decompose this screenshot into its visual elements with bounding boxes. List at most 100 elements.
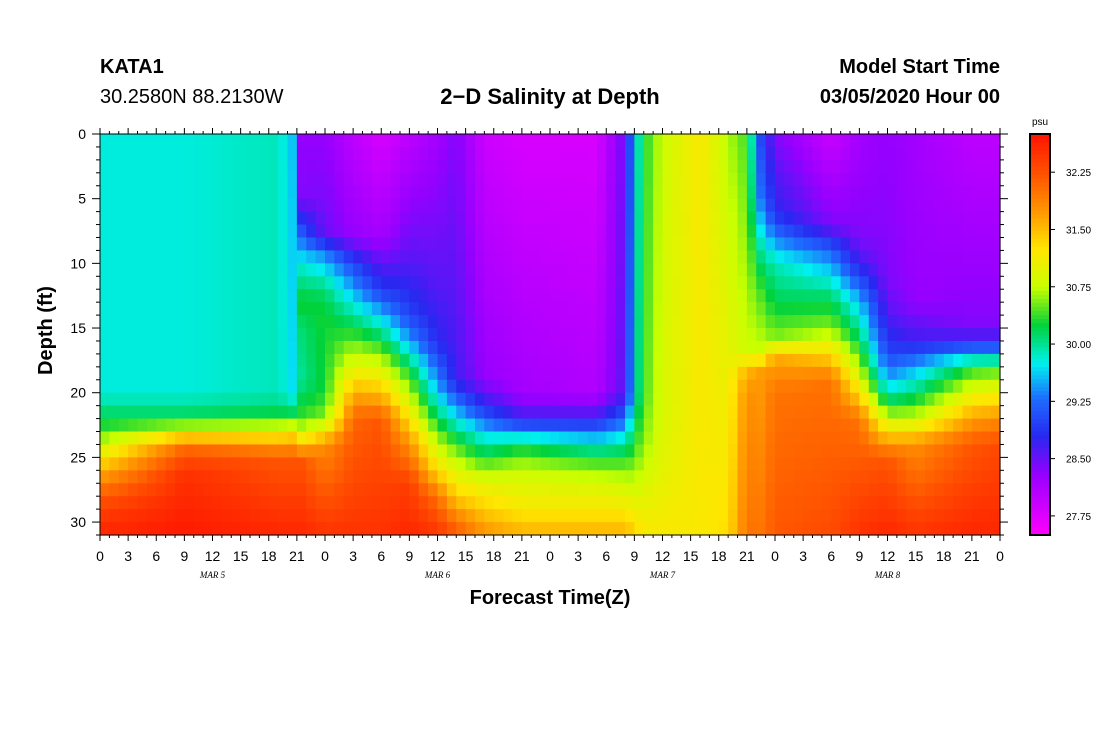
heatmap-cell [315, 340, 326, 355]
heatmap-cell [315, 457, 326, 471]
heatmap-cell [465, 276, 476, 290]
colorbar-segment [1030, 342, 1050, 348]
heatmap-cell [746, 379, 757, 394]
heatmap-cell [278, 263, 289, 277]
heatmap-cell [521, 353, 532, 368]
heatmap-cell [896, 185, 907, 200]
heatmap-cell [793, 276, 804, 290]
heatmap-cell [596, 496, 607, 510]
heatmap-cell [484, 379, 495, 394]
heatmap-cell [793, 237, 804, 252]
heatmap-cell [371, 509, 382, 523]
heatmap-cell [456, 379, 467, 394]
heatmap-cell [512, 392, 523, 407]
heatmap-cell [390, 457, 401, 471]
heatmap-cell [906, 250, 917, 264]
heatmap-cell [850, 224, 860, 239]
heatmap-cell [343, 250, 354, 264]
heatmap-cell [156, 392, 167, 407]
heatmap-cell [803, 353, 814, 368]
heatmap-cell [981, 211, 992, 226]
heatmap-cell [231, 431, 242, 446]
heatmap-cell [709, 289, 720, 303]
heatmap-cell [878, 159, 889, 174]
heatmap-cell [250, 470, 260, 484]
heatmap-cell [634, 483, 645, 497]
heatmap-cell [690, 134, 701, 148]
heatmap-cell [165, 405, 176, 420]
colorbar-segment [1030, 506, 1050, 512]
heatmap-cell [418, 418, 429, 433]
heatmap-cell [906, 276, 917, 290]
heatmap-cell [484, 185, 495, 200]
heatmap-cell [746, 302, 757, 316]
heatmap-cell [634, 146, 645, 161]
heatmap-cell [353, 185, 364, 200]
heatmap-cell [512, 405, 523, 420]
heatmap-cell [437, 431, 448, 446]
heatmap-cell [240, 418, 251, 433]
heatmap-cell [634, 237, 645, 252]
heatmap-cell [100, 392, 110, 407]
heatmap-cell [175, 483, 185, 497]
heatmap-cell [662, 522, 673, 536]
heatmap-cell [821, 431, 832, 446]
heatmap-cell [418, 392, 429, 407]
heatmap-cell [915, 392, 926, 407]
heatmap-cell [962, 392, 973, 407]
heatmap-cell [878, 483, 889, 497]
heatmap-cell [203, 237, 214, 252]
heatmap-cell [118, 315, 129, 329]
heatmap-cell [662, 276, 673, 290]
heatmap-cell [362, 237, 373, 252]
heatmap-cell [484, 250, 495, 264]
heatmap-cell [615, 418, 626, 433]
heatmap-cell [465, 134, 476, 148]
heatmap-cell [981, 470, 992, 484]
colorbar-segment [1030, 450, 1050, 456]
heatmap-cell [709, 315, 720, 329]
heatmap-cell [156, 366, 167, 381]
heatmap-cell [840, 237, 851, 252]
heatmap-cell [325, 340, 335, 355]
heatmap-cell [915, 172, 926, 187]
heatmap-cell [203, 457, 214, 471]
heatmap-cell [259, 263, 270, 277]
heatmap-cell [381, 392, 392, 407]
heatmap-cell [803, 315, 814, 329]
heatmap-cell [765, 237, 776, 252]
heatmap-cell [165, 302, 176, 316]
heatmap-cell [231, 134, 242, 148]
heatmap-cell [221, 457, 232, 471]
x-tick-label: 9 [180, 548, 188, 564]
heatmap-cell [812, 134, 823, 148]
heatmap-cell [268, 496, 279, 510]
heatmap-cell [278, 198, 289, 213]
heatmap-cell [240, 379, 251, 394]
heatmap-cell [925, 146, 935, 161]
heatmap-cell [540, 483, 551, 497]
heatmap-cell [156, 315, 167, 329]
heatmap-cell [203, 185, 214, 200]
heatmap-cell [821, 496, 832, 510]
heatmap-cell [971, 392, 982, 407]
heatmap-cell [746, 509, 757, 523]
heatmap-cell [868, 134, 879, 148]
heatmap-cell [128, 392, 139, 407]
heatmap-cell [175, 431, 185, 446]
heatmap-cell [315, 509, 326, 523]
heatmap-cell [418, 250, 429, 264]
heatmap-cell [559, 431, 570, 446]
heatmap-cell [981, 483, 992, 497]
heatmap-cell [362, 302, 373, 316]
heatmap-cell [418, 134, 429, 148]
heatmap-cell [803, 198, 814, 213]
heatmap-cell [175, 457, 185, 471]
heatmap-cell [156, 211, 167, 226]
heatmap-cell [821, 418, 832, 433]
heatmap-cell [212, 302, 223, 316]
heatmap-cell [709, 444, 720, 458]
heatmap-cell [690, 431, 701, 446]
heatmap-cell [221, 392, 232, 407]
heatmap-cell [831, 366, 842, 381]
